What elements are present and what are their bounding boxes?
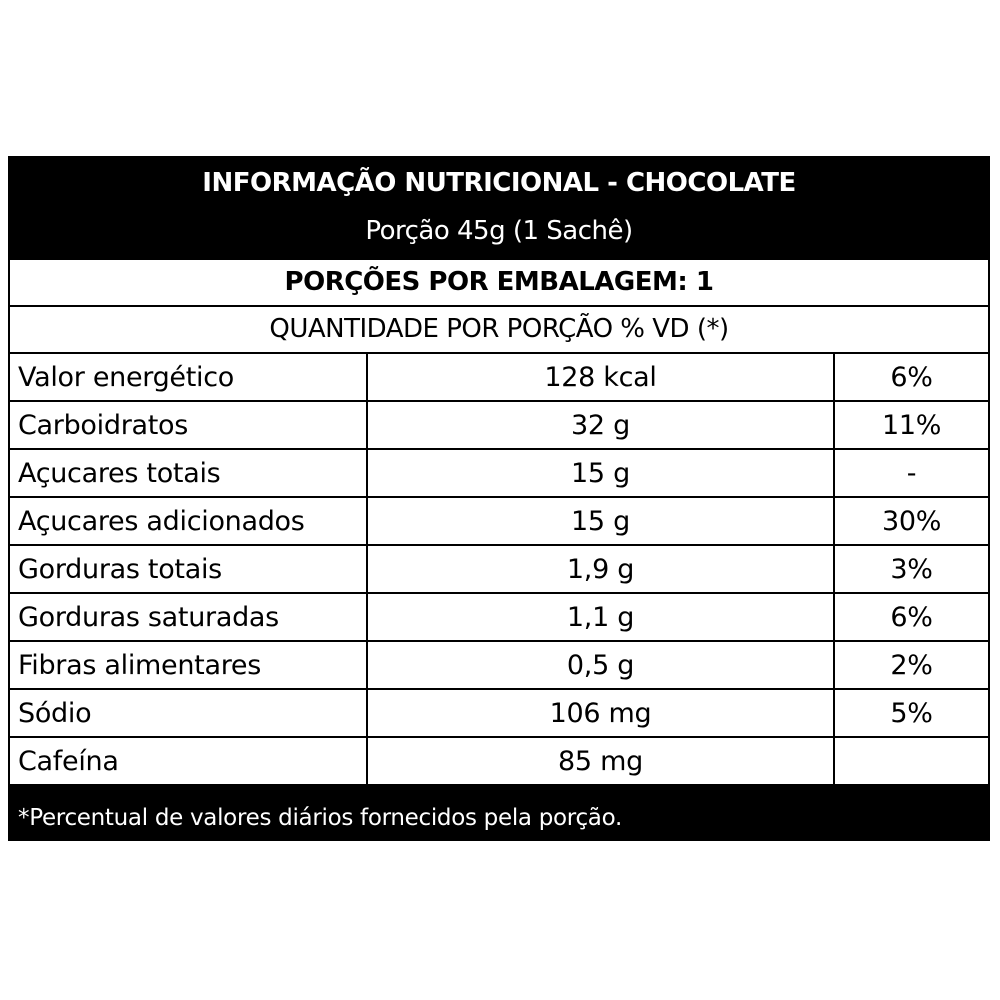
- daily-value-footnote: *Percentual de valores diários fornecido…: [18, 805, 622, 831]
- nutrient-daily-value: 6%: [835, 594, 988, 640]
- nutrient-name: Carboidratos: [10, 402, 366, 448]
- nutrient-amount: 15 g: [368, 498, 833, 544]
- nutrient-name: Açucares adicionados: [10, 498, 366, 544]
- nutrient-amount: 106 mg: [368, 690, 833, 736]
- nutrient-daily-value: -: [835, 450, 988, 496]
- nutrient-name: Valor energético: [10, 354, 366, 400]
- nutrient-daily-value: 6%: [835, 354, 988, 400]
- nutrient-amount: 1,1 g: [368, 594, 833, 640]
- nutrient-name: Açucares totais: [10, 450, 366, 496]
- nutrient-amount: 85 mg: [368, 738, 833, 784]
- table-row: Gorduras saturadas 1,1 g 6%: [10, 594, 988, 640]
- table-row: Carboidratos 32 g 11%: [10, 402, 988, 448]
- nutrient-daily-value: [835, 738, 988, 784]
- table-row: Fibras alimentares 0,5 g 2%: [10, 642, 988, 688]
- nutrient-name: Gorduras saturadas: [10, 594, 366, 640]
- table-row: Valor energético 128 kcal 6%: [10, 354, 988, 400]
- nutrition-header: INFORMAÇÃO NUTRICIONAL - CHOCOLATE Porçã…: [8, 156, 990, 258]
- nutrient-name: Sódio: [10, 690, 366, 736]
- table-row: Sódio 106 mg 5%: [10, 690, 988, 736]
- nutrient-amount: 128 kcal: [368, 354, 833, 400]
- nutrient-name: Gorduras totais: [10, 546, 366, 592]
- nutrient-daily-value: 5%: [835, 690, 988, 736]
- nutrition-title: INFORMAÇÃO NUTRICIONAL - CHOCOLATE: [202, 168, 796, 198]
- nutrient-amount: 1,9 g: [368, 546, 833, 592]
- portion-size: Porção 45g (1 Sachê): [365, 216, 633, 246]
- nutrient-daily-value: 30%: [835, 498, 988, 544]
- quantity-per-serving-header: QUANTIDADE POR PORÇÃO % VD (*): [10, 307, 988, 352]
- nutrient-name: Fibras alimentares: [10, 642, 366, 688]
- table-row: Açucares adicionados 15 g 30%: [10, 498, 988, 544]
- nutrient-daily-value: 3%: [835, 546, 988, 592]
- table-row: Cafeína 85 mg: [10, 738, 988, 784]
- nutrient-daily-value: 2%: [835, 642, 988, 688]
- table-row: Gorduras totais 1,9 g 3%: [10, 546, 988, 592]
- nutrient-name: Cafeína: [10, 738, 366, 784]
- servings-per-package: PORÇÕES POR EMBALAGEM: 1: [10, 260, 988, 305]
- nutrient-amount: 15 g: [368, 450, 833, 496]
- nutrient-daily-value: 11%: [835, 402, 988, 448]
- table-row: Açucares totais 15 g -: [10, 450, 988, 496]
- nutrient-amount: 32 g: [368, 402, 833, 448]
- nutrient-amount: 0,5 g: [368, 642, 833, 688]
